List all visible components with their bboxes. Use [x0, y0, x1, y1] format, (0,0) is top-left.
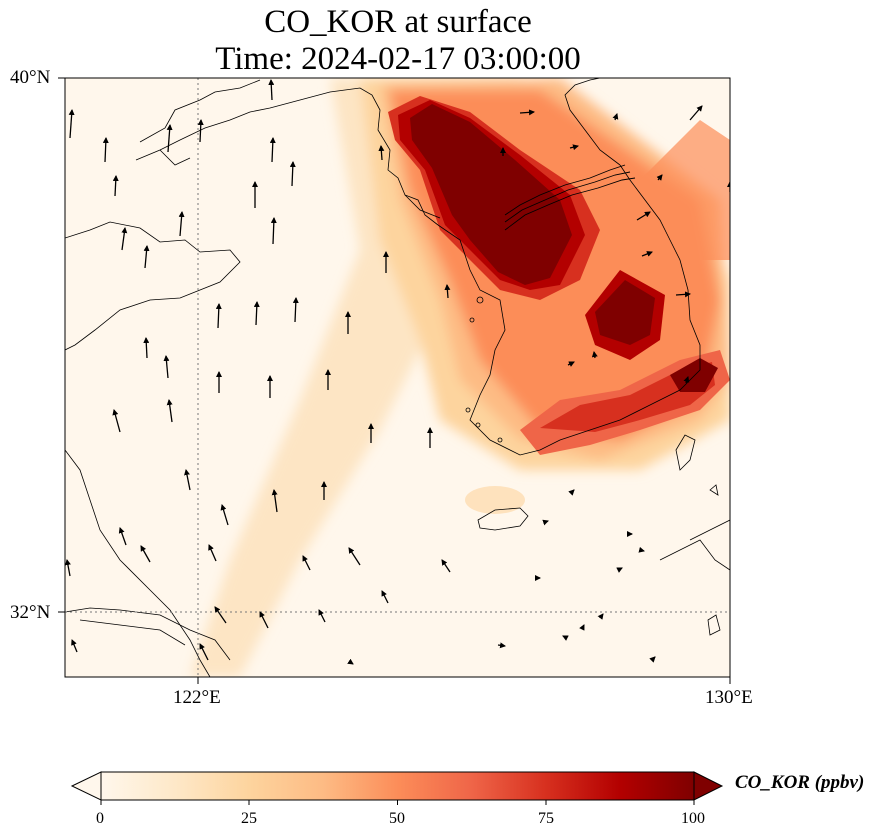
axis-ticks — [58, 77, 731, 684]
gridlines — [65, 78, 730, 677]
wind-arrow — [271, 489, 278, 513]
wind-arrow — [641, 251, 653, 257]
wind-arrow — [68, 109, 75, 139]
wind-arrow — [689, 105, 703, 121]
colorbar-extend-max — [693, 771, 724, 801]
wind-arrow — [568, 489, 575, 496]
colorbar-extend-min — [70, 771, 102, 801]
x-tick-label-130E: 130°E — [705, 687, 753, 708]
wind-arrow — [143, 337, 150, 359]
wind-arrow — [519, 109, 535, 116]
wind-arrow — [638, 546, 645, 553]
wind-arrow — [318, 609, 326, 623]
colorbar-tick-100: 100 — [681, 810, 705, 827]
wind-arrow — [215, 303, 222, 329]
wind-arrow — [112, 175, 119, 197]
wind-arrow — [184, 469, 191, 491]
wind-arrow — [567, 361, 575, 367]
wind-arrow — [612, 113, 619, 121]
colorbar-tick-50: 50 — [389, 810, 405, 827]
wind-arrow — [683, 376, 690, 384]
wind-arrow — [591, 351, 598, 359]
wind-arrow — [112, 409, 121, 433]
wind-arrow — [569, 144, 579, 151]
wind-arrow — [140, 545, 151, 563]
wind-arrow — [649, 656, 656, 663]
wind-arrow — [675, 291, 691, 298]
wind-arrow — [597, 613, 604, 620]
colorbar-tick-0: 0 — [96, 810, 104, 827]
wind-arrow — [616, 567, 623, 573]
wind-arrow — [166, 124, 173, 153]
wind-arrow — [562, 635, 569, 641]
wind-arrow — [497, 642, 506, 649]
wind-arrow — [302, 555, 311, 571]
wind-arrow — [121, 227, 128, 251]
wind-arrow — [542, 519, 549, 526]
wind-arrow — [579, 624, 585, 631]
y-tick-label-40N: 40°N — [10, 67, 51, 88]
map-title: CO_KOR at surface — [264, 4, 532, 40]
wind-arrow — [163, 355, 170, 379]
concentration-field — [65, 78, 730, 677]
wind-arrow — [441, 559, 451, 573]
coastlines — [65, 78, 730, 677]
wind-arrow — [636, 211, 651, 221]
x-tick-label-122E: 122°E — [173, 687, 221, 708]
wind-arrow — [208, 544, 217, 562]
wind-vectors — [65, 79, 730, 665]
colorbar-tick-25: 25 — [241, 810, 257, 827]
map-frame — [64, 77, 731, 678]
wind-arrow — [259, 611, 269, 629]
wind-arrow — [289, 161, 296, 187]
wind-arrow — [197, 119, 204, 143]
colorbar-tick-75: 75 — [538, 810, 554, 827]
wind-arrow — [143, 245, 150, 269]
wind-arrow — [269, 137, 276, 163]
wind-arrow — [348, 547, 361, 566]
wind-arrow — [178, 211, 185, 237]
colorbar-title: CO_KOR (ppbv) — [735, 772, 865, 793]
wind-arrow — [270, 217, 277, 245]
wind-arrow — [253, 301, 260, 326]
wind-arrow — [268, 79, 275, 101]
map-subtitle-time: Time: 2024-02-17 03:00:00 — [215, 41, 581, 77]
wind-arrow — [292, 297, 299, 323]
wind-arrow — [166, 399, 173, 423]
colorbar-gradient — [100, 771, 695, 801]
wind-arrow — [381, 590, 389, 604]
wind-arrow — [347, 658, 354, 665]
wind-arrow — [214, 606, 227, 624]
wind-arrow — [656, 174, 663, 181]
wind-arrow — [220, 504, 229, 526]
wind-arrow — [199, 643, 209, 661]
wind-arrow — [378, 145, 385, 161]
y-tick-label-32N: 32°N — [10, 602, 51, 623]
wind-arrow — [444, 284, 451, 299]
wind-arrow — [102, 137, 109, 163]
wind-arrow — [71, 639, 78, 653]
wind-arrow — [118, 527, 127, 546]
colorbar — [70, 771, 724, 805]
wind-arrow — [65, 559, 71, 577]
